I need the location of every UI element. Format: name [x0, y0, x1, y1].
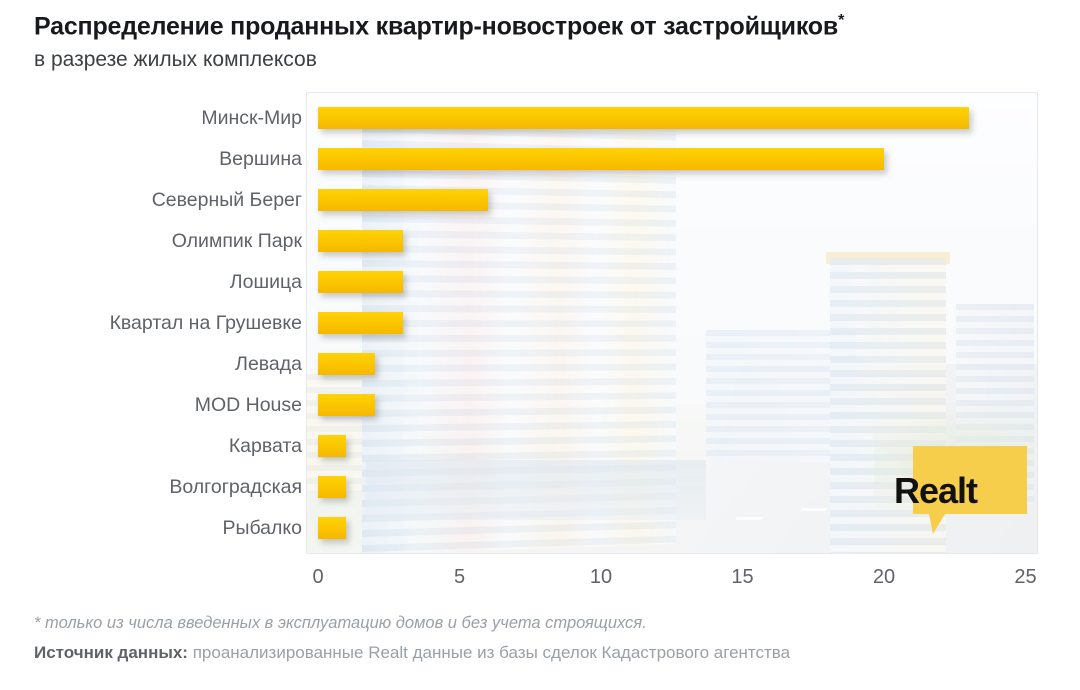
plot-area: Realt: [306, 92, 1038, 554]
logo-text: Realt: [894, 470, 978, 511]
x-axis-tick-label: 10: [589, 566, 613, 588]
logo-bubble-shape: [913, 446, 1027, 534]
bar: [318, 189, 488, 211]
bar: [318, 353, 375, 375]
x-axis-tick-label: 5: [453, 566, 466, 588]
x-axis-tick-label: 0: [312, 566, 324, 588]
footnote-text: * только из числа введенных в эксплуатац…: [34, 614, 647, 632]
bar: [318, 517, 347, 539]
bar: [318, 476, 347, 498]
bar: [318, 230, 403, 252]
category-label: Рыбалко: [222, 517, 302, 539]
chart-subtitle: в разрезе жилых комплексов: [34, 48, 317, 72]
bar: [318, 107, 969, 129]
category-axis-labels: Минск-Мир Вершина Северный Берег Олимпик Па…: [40, 92, 302, 554]
x-axis-tick-label: 20: [872, 566, 896, 588]
category-label: Лошица: [229, 271, 302, 293]
realt-logo: Realt: [894, 446, 1027, 534]
bar-series: [306, 92, 1038, 554]
category-label: MOD House: [194, 394, 302, 416]
value-axis: 0 5 10 15 20 25: [306, 554, 1038, 594]
category-label: Вершина: [219, 148, 302, 170]
category-label: Квартал на Грушевке: [109, 312, 302, 334]
title-asterisk: *: [838, 12, 845, 29]
bar: [318, 435, 347, 457]
bar: [318, 271, 403, 293]
bar: [318, 312, 403, 334]
chart-container: Минск-Мир Вершина Северный Берег Олимпик Па…: [0, 92, 1080, 592]
source-line: Источник данных: проанализированные Real…: [34, 641, 1054, 666]
x-axis-tick-label: 15: [731, 566, 754, 588]
bar: [318, 394, 375, 416]
chart-header: Распределение проданных квартир-новостро…: [34, 12, 1054, 72]
category-label: Северный Берег: [151, 189, 302, 211]
x-axis-tick-label: 25: [1014, 566, 1037, 588]
category-label: Олимпик Парк: [171, 230, 302, 252]
chart-footer: * только из числа введенных в эксплуатац…: [34, 612, 1054, 666]
source-label: Источник данных:: [34, 642, 188, 662]
category-label: Карвата: [228, 435, 302, 457]
category-label: Волгоградская: [169, 476, 302, 498]
bar: [318, 148, 884, 170]
chart-title-text: Распределение проданных квартир-новостро…: [34, 12, 839, 41]
category-label: Левада: [235, 353, 302, 375]
source-text: проанализированные Realt данные из базы …: [187, 642, 791, 662]
page-title: Распределение проданных квартир-новостро…: [34, 12, 1054, 41]
category-label: Минск-Мир: [201, 107, 302, 129]
